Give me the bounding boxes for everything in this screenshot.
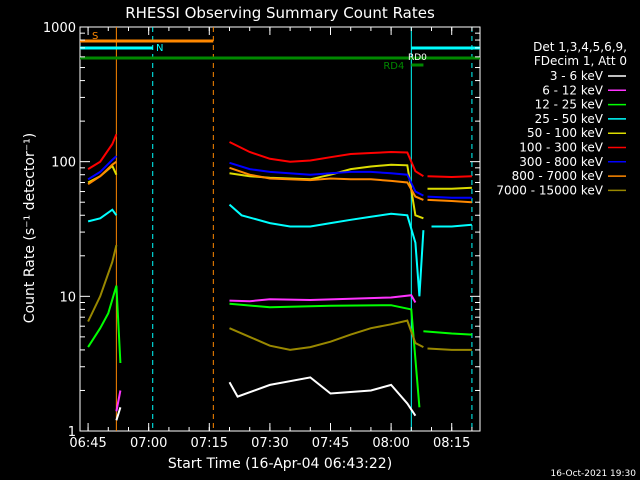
series-3-segment-1 <box>228 203 425 297</box>
series-7-segment-1 <box>229 166 424 201</box>
series-5-segment-0 <box>87 133 118 170</box>
x-tick-label-3: 07:30 <box>251 436 288 451</box>
series-6-segment-0 <box>87 155 118 181</box>
series-0-segment-0 <box>115 407 122 421</box>
x-tick-label-0: 06:45 <box>69 436 106 451</box>
series-8 <box>87 244 472 351</box>
series-5-segment-2 <box>427 175 472 179</box>
series-1 <box>115 294 417 412</box>
x-tick-label-6: 08:15 <box>433 436 470 451</box>
series-8-segment-0 <box>87 244 118 322</box>
x-tick-label-2: 07:15 <box>191 436 228 451</box>
series-4-segment-2 <box>427 186 472 190</box>
series-3-segment-2 <box>431 223 472 228</box>
series-2-segment-0 <box>87 285 122 364</box>
series-6 <box>87 155 472 199</box>
series-7 <box>87 160 472 204</box>
legend-header-line-1: Det 1,3,4,5,6,9, <box>533 40 627 54</box>
legend-entry-label-5: 100 - 300 keV <box>519 141 603 155</box>
legend-entry-label-0: 3 - 6 keV <box>550 69 604 83</box>
series-2 <box>87 285 472 408</box>
x-axis-ticks: 06:45 07:00 07:15 07:30 07:45 08:00 08:15 <box>69 27 473 451</box>
series-7-segment-0 <box>87 160 117 186</box>
series-8-segment-2 <box>427 347 472 351</box>
x-tick-label-4: 07:45 <box>312 436 349 451</box>
series-6-segment-2 <box>427 195 472 199</box>
flag-label-5: RD0 <box>408 53 427 63</box>
flag-label-1: N <box>156 43 163 54</box>
series-6-segment-1 <box>229 161 424 197</box>
series-1-segment-1 <box>229 294 417 303</box>
series-0 <box>115 376 417 421</box>
footer-date-stamp: 16-Oct-2021 19:30 <box>551 469 637 479</box>
plot-frame <box>79 26 481 432</box>
x-tick-label-5: 08:00 <box>372 436 409 451</box>
count-rate-series <box>87 133 472 421</box>
legend-entry-label-1: 6 - 12 keV <box>542 83 604 97</box>
time-markers <box>115 27 473 431</box>
series-2-segment-1 <box>229 302 421 408</box>
legend-entry-label-8: 7000 - 15000 keV <box>496 183 603 197</box>
x-tick-label-1: 07:00 <box>130 436 167 451</box>
series-1-segment-0 <box>115 390 122 412</box>
y-tick-label-0: 1 <box>68 425 76 440</box>
legend-header-line-2: FDecim 1, Att 0 <box>534 54 627 68</box>
legend-entry-label-4: 50 - 100 keV <box>527 126 604 140</box>
y-tick-label-2: 100 <box>51 156 76 171</box>
series-5-segment-1 <box>229 141 424 178</box>
flag-bars: S N RD4 RD0 <box>80 31 480 72</box>
series-3 <box>87 203 472 297</box>
series-2-segment-2 <box>423 330 472 336</box>
flag-label-4: RD4 <box>383 61 404 72</box>
x-axis-label: Start Time (16-Apr-04 06:43:22) <box>168 456 392 472</box>
legend-entry-label-6: 300 - 800 keV <box>519 155 603 169</box>
chart-title: RHESSI Observing Summary Count Rates <box>125 4 435 22</box>
series-5 <box>87 133 472 179</box>
legend-entry-label-3: 25 - 50 keV <box>535 112 604 126</box>
series-8-segment-1 <box>229 319 424 351</box>
series-0-segment-1 <box>228 376 417 417</box>
series-7-segment-2 <box>427 198 472 204</box>
y-tick-label-1: 10 <box>59 290 76 305</box>
y-tick-label-3: 1000 <box>43 21 76 36</box>
series-3-segment-0 <box>87 208 118 223</box>
legend: Det 1,3,4,5,6,9, FDecim 1, Att 0 3 - 6 k… <box>496 40 627 197</box>
y-axis-label: Count Rate (s⁻¹ detector⁻¹) <box>22 133 38 323</box>
legend-entry-label-2: 12 - 25 keV <box>535 98 604 112</box>
legend-entry-label-7: 800 - 7000 keV <box>512 169 604 183</box>
flag-label-0: S <box>92 31 98 42</box>
